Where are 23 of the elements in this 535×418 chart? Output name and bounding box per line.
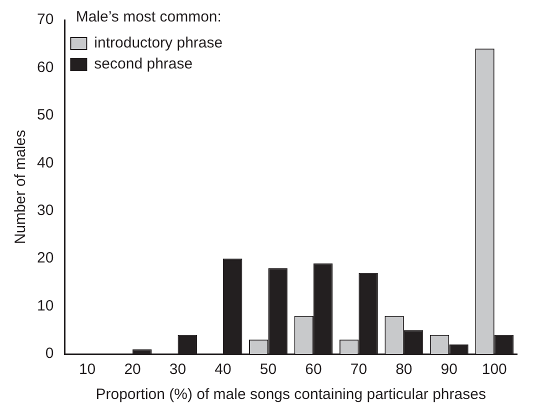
- x-tick-label: 20: [124, 361, 141, 378]
- x-tick-label: 100: [482, 361, 507, 378]
- x-tick-label: 30: [169, 361, 186, 378]
- x-tick-label: 60: [305, 361, 322, 378]
- legend-label: introductory phrase: [94, 34, 223, 52]
- x-tick-label: 90: [440, 361, 458, 378]
- y-axis-title: Number of males: [12, 130, 30, 244]
- y-tick-label: 40: [36, 154, 54, 172]
- x-axis-title: Proportion (%) of male songs containing particular phrases: [96, 386, 486, 404]
- y-tick-label: 70: [36, 11, 54, 28]
- y-tick-label: 30: [36, 202, 54, 219]
- y-tick-label: 50: [36, 106, 54, 124]
- legend-label: second phrase: [94, 56, 193, 73]
- x-tick-label: 10: [78, 361, 96, 378]
- x-tick-label: 80: [396, 361, 412, 378]
- x-tick-label: 50: [260, 361, 277, 378]
- y-tick-label: 0: [45, 345, 54, 362]
- legend-title: Male’s most common:: [76, 8, 222, 26]
- y-tick-label: 10: [36, 297, 54, 314]
- x-tick-label: 70: [350, 361, 368, 378]
- x-tick-label: 40: [214, 361, 232, 378]
- y-tick-label: 20: [36, 250, 54, 267]
- y-tick-label: 60: [36, 58, 54, 76]
